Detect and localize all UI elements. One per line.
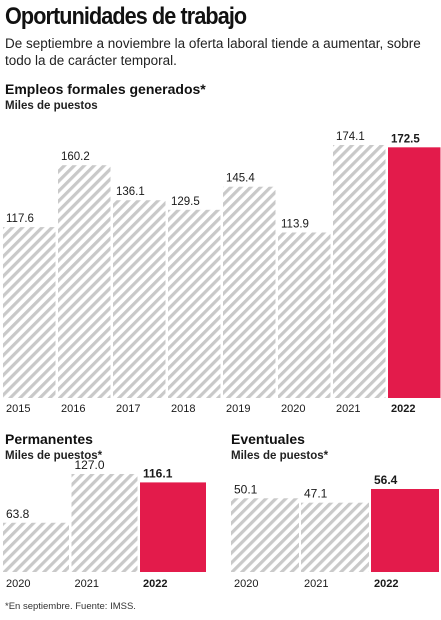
main-value-label-2021: 174.1: [336, 131, 365, 143]
main-year-label-2020: 2020: [281, 403, 305, 415]
eventuales-bar-2022: [371, 489, 439, 572]
main-bar-2018: [168, 209, 221, 398]
eventuales-year-label-2020: 2020: [234, 578, 258, 590]
eventuales-chart-title: Eventuales: [231, 431, 305, 447]
eventuales-value-label-2020: 50.1: [234, 482, 258, 496]
main-bar-2015: [3, 227, 56, 398]
eventuales-year-label-2021: 2021: [304, 578, 328, 590]
permanentes-year-label-2022: 2022: [143, 578, 167, 590]
main-bar-2017: [113, 200, 166, 398]
permanentes-chart-title: Permanentes: [5, 431, 93, 447]
main-year-label-2019: 2019: [226, 403, 250, 415]
main-year-label-2022: 2022: [391, 403, 415, 415]
permanentes-bar-2020: [3, 522, 69, 572]
permanentes-value-label-2021: 127.0: [75, 458, 105, 472]
eventuales-chart-unit: Miles de puestos*: [231, 450, 329, 462]
main-bar-2016: [58, 165, 111, 398]
main-bar-2019: [223, 186, 276, 398]
eventuales-bar-2021: [301, 502, 369, 572]
main-bar-2021: [333, 145, 386, 398]
main-bar-2020: [278, 232, 331, 398]
main-chart-title: Empleos formales generados*: [5, 81, 206, 97]
permanentes-bar-2021: [71, 474, 138, 572]
main-value-label-2020: 113.9: [281, 218, 309, 230]
eventuales-bar-chart: 50.1 2020 47.1 2021 56.4 2022: [231, 473, 439, 590]
eventuales-value-label-2021: 47.1: [304, 487, 328, 501]
main-value-label-2019: 145.4: [226, 173, 255, 185]
footnote: *En septiembre. Fuente: IMSS.: [5, 601, 136, 612]
eventuales-bar-2020: [231, 498, 299, 572]
main-value-label-2016: 160.2: [61, 151, 90, 163]
main-year-label-2017: 2017: [116, 403, 140, 415]
permanentes-value-label-2020: 63.8: [6, 507, 30, 521]
main-year-label-2015: 2015: [6, 403, 30, 415]
main-year-label-2021: 2021: [336, 403, 360, 415]
main-bar-2022: [388, 147, 441, 398]
permanentes-year-label-2021: 2021: [75, 578, 99, 590]
permanentes-bar-chart: 63.8 2020 127.0 2021 116.1 2022: [3, 458, 206, 590]
main-value-label-2017: 136.1: [116, 186, 145, 198]
page-subtitle: De septiembre a noviembre la oferta labo…: [5, 36, 421, 68]
eventuales-year-label-2022: 2022: [374, 578, 398, 590]
main-chart-unit: Miles de puestos: [5, 100, 98, 112]
main-year-label-2016: 2016: [61, 403, 85, 415]
main-value-label-2018: 129.5: [171, 196, 200, 208]
main-value-label-2022: 172.5: [391, 133, 420, 145]
permanentes-bar-2022: [140, 482, 206, 572]
permanentes-value-label-2022: 116.1: [143, 466, 173, 480]
permanentes-year-label-2020: 2020: [6, 578, 30, 590]
page-title: Oportunidades de trabajo: [5, 3, 247, 30]
main-year-label-2018: 2018: [171, 403, 195, 415]
permanentes-chart-unit: Miles de puestos*: [5, 450, 103, 462]
main-value-label-2015: 117.6: [6, 213, 34, 225]
eventuales-value-label-2022: 56.4: [374, 473, 398, 487]
main-bar-chart: 117.6 2015 160.2 2016 136.1 2017 129.5 2018 145.…: [3, 131, 441, 415]
